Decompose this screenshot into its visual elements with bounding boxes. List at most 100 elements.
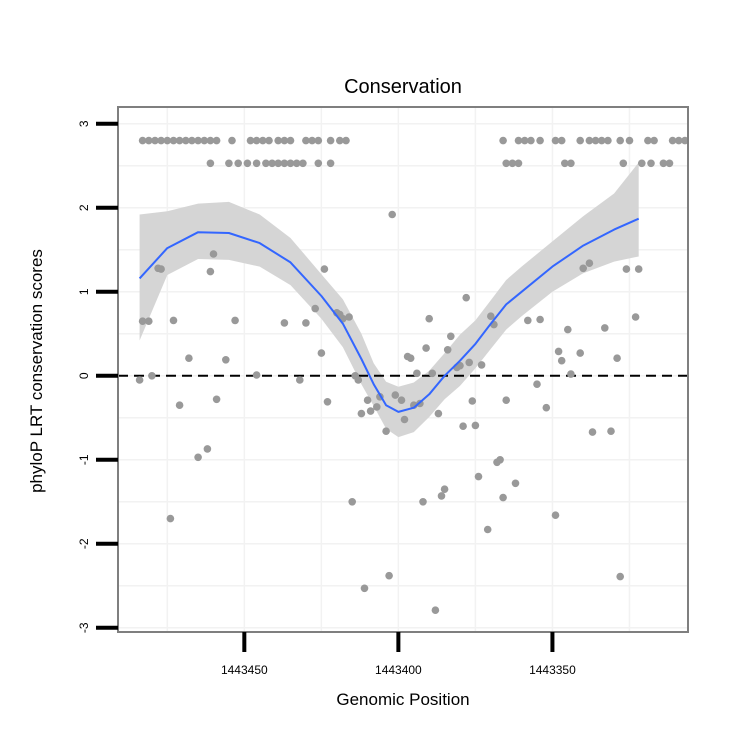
data-point-106 (373, 403, 381, 411)
data-point-119 (419, 498, 427, 506)
data-point-66 (638, 159, 646, 168)
data-point-131 (459, 422, 467, 431)
data-point-93 (320, 265, 329, 273)
data-point-69 (665, 159, 674, 168)
y-tick-label-2: 1 (77, 288, 91, 295)
data-point-160 (607, 427, 615, 436)
data-point-51 (597, 136, 606, 145)
data-point-138 (483, 525, 492, 534)
data-point-148 (536, 315, 544, 324)
data-point-82 (206, 267, 215, 276)
x-tick-label-2: 1443350 (529, 663, 576, 677)
data-point-128 (447, 332, 455, 341)
data-point-17 (265, 136, 273, 145)
data-point-155 (576, 349, 584, 357)
data-point-108 (382, 427, 390, 436)
data-point-150 (551, 511, 560, 519)
scatter-points (135, 136, 689, 614)
data-point-161 (613, 354, 621, 363)
x-tick-label-1: 1443400 (375, 663, 422, 677)
data-point-13 (228, 136, 236, 145)
data-point-104 (363, 396, 372, 405)
data-point-2 (151, 136, 159, 145)
data-point-7 (182, 136, 190, 145)
data-point-76 (166, 514, 175, 523)
data-point-26 (342, 136, 350, 145)
data-point-56 (650, 136, 658, 145)
chart-title: Conservation (344, 76, 462, 98)
data-point-0 (138, 136, 147, 145)
y-tick-label-4: -1 (77, 454, 91, 465)
data-point-144 (502, 396, 511, 405)
data-point-84 (212, 395, 221, 404)
data-point-37 (292, 159, 301, 168)
data-point-164 (631, 313, 640, 321)
data-point-3 (157, 136, 165, 145)
data-point-78 (175, 401, 184, 410)
data-point-54 (625, 136, 634, 145)
data-point-142 (496, 456, 504, 464)
data-point-153 (564, 325, 572, 334)
data-point-67 (647, 159, 655, 168)
data-point-16 (259, 136, 267, 145)
data-point-103 (360, 584, 369, 593)
y-tick-label-0: 3 (77, 120, 91, 127)
data-point-77 (169, 316, 178, 325)
data-point-134 (468, 397, 477, 405)
data-point-89 (296, 376, 304, 384)
x-tick-label-0: 1443450 (221, 663, 268, 677)
data-point-36 (286, 159, 295, 168)
grid-lines (118, 107, 688, 632)
data-point-5 (169, 136, 178, 145)
y-tick-label-5: -2 (77, 538, 91, 549)
data-point-121 (425, 314, 434, 323)
data-point-39 (314, 159, 323, 168)
smooth-line-layer (138, 217, 640, 413)
data-point-123 (431, 606, 440, 614)
data-point-55 (644, 136, 652, 145)
data-point-83 (209, 250, 218, 258)
axes: 1443450 1443400 1443350 3 2 1 0 -1 -2 -3 (77, 120, 576, 677)
data-point-49 (585, 136, 594, 145)
data-point-6 (175, 136, 184, 145)
data-point-136 (474, 472, 483, 481)
data-point-165 (634, 265, 643, 273)
data-point-23 (314, 136, 323, 145)
data-point-40 (326, 159, 335, 168)
data-point-109 (385, 571, 393, 580)
data-point-79 (185, 354, 193, 363)
data-point-29 (234, 159, 242, 168)
data-point-151 (554, 347, 563, 356)
data-point-75 (157, 265, 165, 273)
data-point-124 (434, 409, 443, 418)
panel-border (117, 106, 689, 633)
data-point-147 (533, 380, 541, 389)
data-point-10 (200, 136, 209, 145)
smooth-trend-line (138, 217, 640, 413)
data-point-115 (406, 354, 415, 363)
data-point-154 (567, 370, 575, 378)
data-point-68 (659, 159, 668, 168)
data-point-112 (397, 396, 406, 405)
data-point-62 (514, 159, 523, 168)
data-point-31 (252, 159, 261, 168)
data-point-135 (471, 421, 480, 430)
data-point-145 (511, 479, 520, 488)
data-point-28 (225, 159, 233, 168)
data-point-63 (561, 159, 569, 168)
data-point-137 (477, 361, 486, 369)
data-point-102 (357, 409, 366, 418)
data-point-146 (524, 316, 532, 325)
data-point-101 (354, 376, 363, 384)
data-point-15 (252, 136, 261, 145)
data-point-127 (443, 346, 452, 354)
data-point-45 (536, 136, 544, 145)
data-point-48 (576, 136, 584, 145)
data-point-92 (317, 349, 326, 357)
data-point-24 (326, 136, 335, 145)
data-point-70 (135, 376, 144, 384)
data-point-35 (280, 159, 289, 168)
data-point-34 (274, 159, 283, 168)
data-point-12 (212, 136, 221, 145)
